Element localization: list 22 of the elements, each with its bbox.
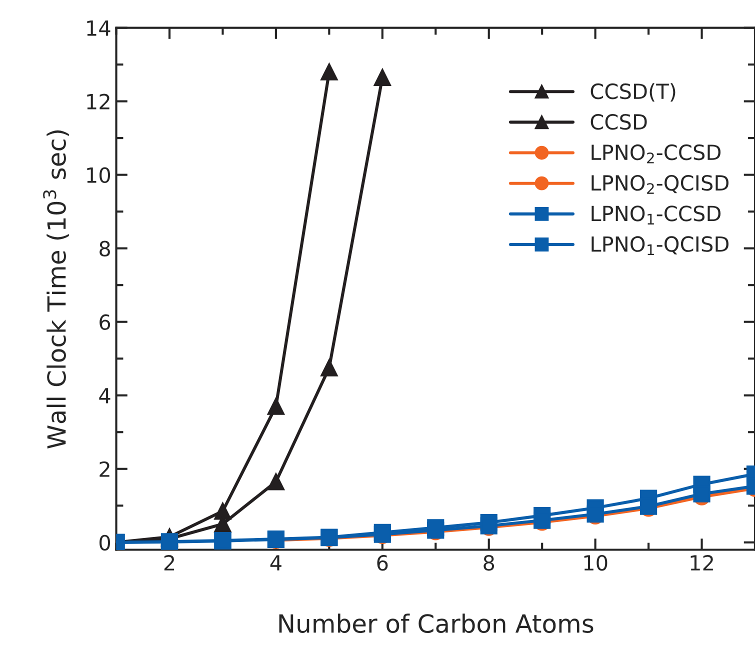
legend-label: LPNO$_{2}$-QCISD (592, 175, 728, 194)
legend-label: CCSD(T) (590, 83, 676, 102)
y-axis-title: Wall Clock Time (10$^{3}$ sec) (43, 130, 69, 449)
x-tick-label: 10 (584, 554, 608, 571)
legend-label: LPNO$_{1}$-QCISD (592, 236, 728, 256)
y-tick-label: 10 (87, 167, 110, 184)
y-tick-label: 4 (99, 388, 110, 404)
y-tick-label: 0 (100, 534, 110, 551)
x-tick-label: 12 (690, 554, 713, 570)
x-tick-label: 8 (484, 554, 494, 571)
legend-label: LPNO$_{1}$-CCSD (592, 206, 720, 224)
y-tick-label: 8 (100, 240, 110, 257)
x-tick-label: 6 (377, 554, 388, 571)
x-axis-title: Number of Carbon Atoms (279, 614, 594, 634)
y-tick-label: 14 (87, 20, 110, 36)
y-tick-label: 12 (87, 94, 110, 110)
y-tick-label: 2 (100, 461, 110, 477)
y-tick-label: 6 (100, 314, 110, 330)
legend-label: CCSD (590, 114, 647, 130)
x-tick-label: 2 (164, 554, 174, 570)
x-tick-label: 4 (270, 555, 282, 570)
legend-label: LPNO$_{2}$-CCSD (592, 144, 720, 164)
